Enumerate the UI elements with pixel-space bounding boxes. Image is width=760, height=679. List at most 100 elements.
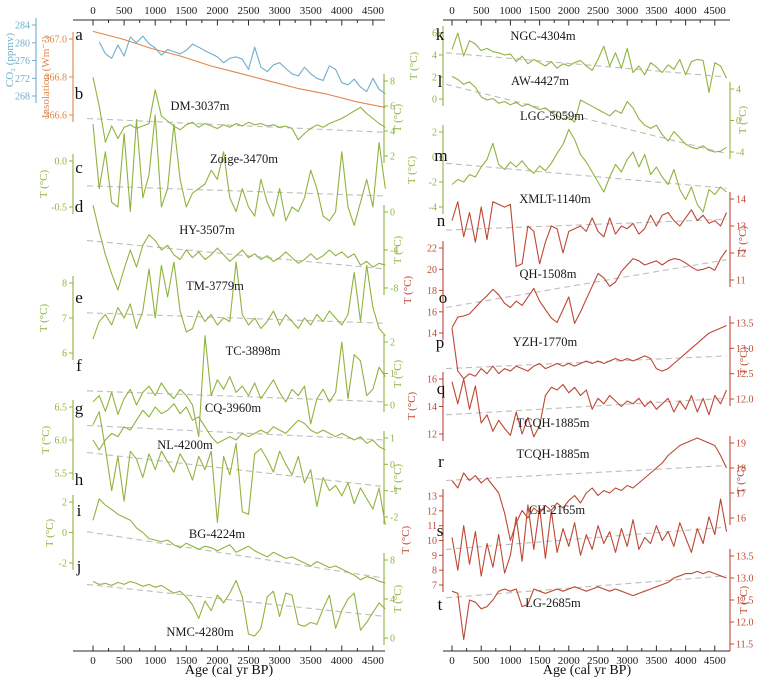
svg-text:1500: 1500 (529, 655, 552, 667)
svg-text:3000: 3000 (616, 655, 639, 667)
svg-text:2500: 2500 (587, 5, 610, 17)
trend-line-h (86, 451, 386, 488)
svg-text:276: 276 (15, 56, 30, 67)
panel-q: 16 14 12 T (°C) TCQH-1885m q (406, 372, 728, 441)
svg-text:1500: 1500 (175, 655, 198, 667)
svg-text:-2: -2 (429, 178, 437, 189)
svg-text:QH-1508m: QH-1508m (520, 267, 577, 281)
svg-text:h: h (75, 470, 84, 489)
svg-text:T (°C): T (°C) (38, 170, 50, 199)
panel-e: 8 7 6 T (°C) TM-3779m e (38, 261, 386, 360)
trend-line-p (445, 355, 727, 370)
svg-text:T (°C): T (°C) (737, 106, 749, 135)
svg-text:-8: -8 (390, 284, 398, 295)
svg-text:T (°C): T (°C) (392, 236, 404, 265)
svg-text:0: 0 (390, 401, 395, 412)
svg-text:10: 10 (427, 536, 437, 547)
panel-o: 22 20 18 16 14 T (°C) QH-1508m o (402, 241, 727, 340)
svg-text:LGC-5059m: LGC-5059m (520, 109, 584, 123)
svg-text:367.0: 367.0 (45, 35, 68, 46)
svg-text:0: 0 (432, 153, 437, 164)
top-age-axis-right: 0 500 1000 1500 2000 2500 3000 3500 4000 4500 (443, 5, 730, 26)
svg-text:22: 22 (427, 244, 437, 255)
trend-line-e (86, 312, 386, 324)
panel-b: 8 6 4 2 T (°C) DM-3037m b (75, 74, 404, 163)
svg-text:284: 284 (15, 21, 30, 32)
svg-text:4000: 4000 (675, 655, 698, 667)
svg-text:11: 11 (427, 521, 437, 532)
svg-text:TCQH-1885m: TCQH-1885m (517, 416, 590, 430)
series-f (92, 335, 386, 438)
series-j (92, 579, 386, 637)
svg-text:2: 2 (390, 152, 395, 163)
svg-text:YZH-1770m: YZH-1770m (513, 335, 578, 349)
series-p (451, 324, 727, 380)
svg-text:3000: 3000 (616, 5, 639, 17)
svg-text:-4: -4 (429, 203, 437, 214)
svg-text:i: i (77, 501, 82, 520)
svg-text:13.0: 13.0 (736, 344, 754, 355)
svg-text:T (°C): T (°C) (392, 360, 404, 389)
svg-text:500: 500 (116, 5, 133, 17)
svg-text:6: 6 (62, 349, 67, 360)
panel-g: 6.5 6.0 5.5 T (°C) CQ-3960m g (40, 399, 386, 480)
svg-text:TC-3898m: TC-3898m (226, 344, 281, 358)
svg-text:q: q (437, 379, 446, 398)
svg-text:0: 0 (90, 5, 96, 17)
svg-text:s: s (437, 521, 444, 540)
svg-text:m: m (434, 146, 447, 165)
series-n (451, 201, 728, 268)
svg-text:T (°C): T (°C) (735, 466, 747, 495)
svg-text:12.0: 12.0 (736, 395, 754, 406)
svg-text:14: 14 (427, 329, 437, 340)
svg-text:16: 16 (427, 375, 437, 386)
svg-text:-2: -2 (390, 513, 398, 524)
svg-text:0: 0 (62, 528, 67, 539)
svg-text:1000: 1000 (144, 5, 167, 17)
svg-text:-4: -4 (390, 246, 398, 257)
x-axis-title-right: Age (cal yr BP) (542, 663, 632, 678)
series-d (92, 205, 386, 291)
svg-text:4000: 4000 (331, 5, 354, 17)
svg-text:12: 12 (427, 430, 437, 441)
svg-text:1: 1 (390, 369, 395, 380)
svg-text:DM-3037m: DM-3037m (170, 99, 229, 113)
svg-text:T (°C): T (°C) (402, 276, 414, 305)
series-k (451, 32, 727, 93)
svg-text:TCQH-1885m: TCQH-1885m (517, 447, 590, 461)
svg-text:NMC-4280m: NMC-4280m (166, 625, 234, 639)
panel-s: 13 12 11 10 9 8 7 T (°C) CH-2165m s (400, 489, 728, 592)
svg-text:13.0: 13.0 (736, 574, 754, 585)
svg-text:4: 4 (390, 127, 395, 138)
svg-text:4000: 4000 (675, 5, 698, 17)
panel-n: 14 13 12 11 T (°C) XMLT-1140m n (437, 192, 749, 287)
svg-text:2: 2 (390, 338, 395, 349)
svg-text:T (°C): T (°C) (38, 304, 50, 333)
svg-text:4000: 4000 (331, 655, 354, 667)
panel-d: 0 -4 -8 T (°C) HY-3507m d (75, 197, 404, 295)
svg-text:o: o (439, 288, 448, 307)
svg-text:9: 9 (432, 551, 437, 562)
svg-text:6.0: 6.0 (55, 436, 68, 447)
svg-text:0: 0 (449, 655, 455, 667)
svg-text:14: 14 (736, 195, 746, 206)
svg-text:CH-2165m: CH-2165m (529, 503, 586, 517)
svg-text:0: 0 (432, 95, 437, 106)
svg-text:20: 20 (427, 265, 437, 276)
svg-text:8: 8 (432, 566, 437, 577)
svg-text:0: 0 (736, 116, 741, 127)
svg-text:13.5: 13.5 (736, 552, 754, 563)
svg-text:19: 19 (736, 439, 746, 450)
svg-text:0: 0 (390, 634, 395, 645)
svg-text:4500: 4500 (362, 5, 385, 17)
svg-text:d: d (75, 197, 84, 216)
trend-line-o (445, 259, 727, 309)
bottom-age-axis-left: 0 500 1000 1500 2000 2500 3000 3500 4000 4500 (73, 645, 385, 667)
series-s (451, 498, 728, 577)
panel-r: 19 18 17 16 T (°C) TCQH-1885m r (438, 436, 747, 542)
svg-text:13: 13 (736, 222, 746, 233)
trend-line-t (445, 575, 727, 599)
